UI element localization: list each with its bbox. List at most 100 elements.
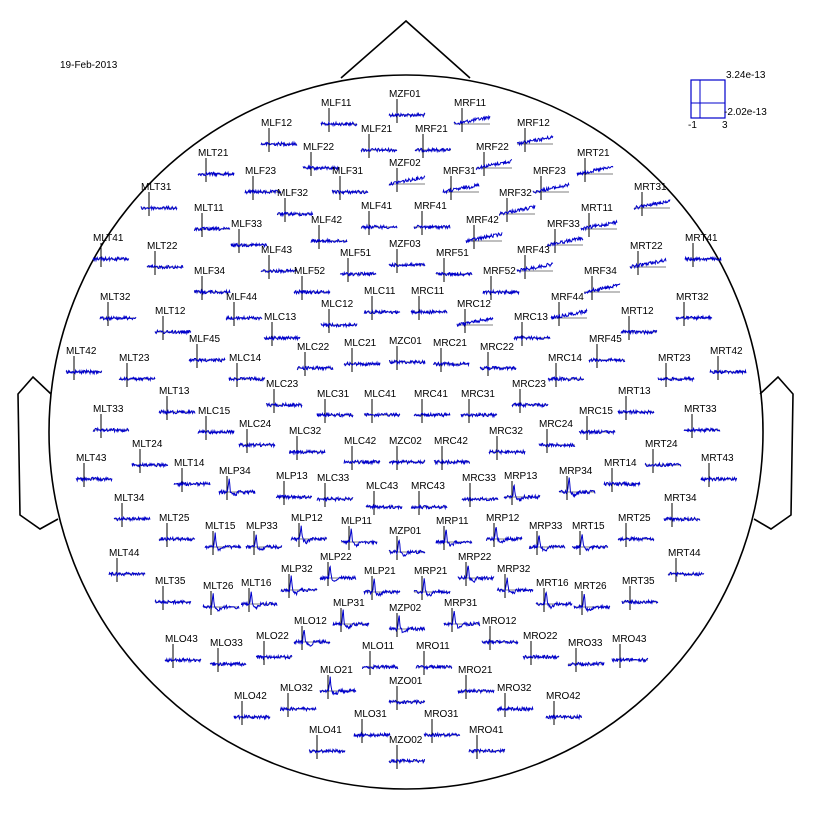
- channel-label: MLT16: [241, 578, 272, 589]
- channel-trace: [535, 591, 573, 610]
- channel-label: MLO11: [362, 641, 394, 652]
- channel-trace: [588, 357, 626, 364]
- channel-trace: [700, 475, 738, 483]
- channel-trace: [388, 261, 426, 268]
- channel-mrc24: MRC24: [538, 419, 576, 453]
- channel-label: MRO43: [612, 634, 647, 645]
- channel-label: MRC12: [457, 299, 491, 310]
- channel-trace: [158, 408, 196, 416]
- channel-mlf23: MLF23: [244, 166, 282, 200]
- channel-trace: [339, 270, 377, 278]
- channel-trace: [293, 288, 331, 296]
- channel-mzc02: MZC02: [388, 436, 426, 470]
- channel-mzf02: MZF02: [388, 158, 426, 192]
- channel-label: MRP11: [436, 516, 469, 527]
- channel-trace: [276, 210, 314, 218]
- channel-trace: [453, 114, 491, 126]
- channel-trace: [154, 328, 192, 336]
- channel-mlp33: MLP33: [245, 521, 283, 555]
- channel-label: MLC23: [266, 379, 299, 390]
- channel-trace: [388, 539, 426, 557]
- channel-label: MRP32: [497, 564, 531, 575]
- channel-label: MRP12: [486, 513, 520, 524]
- channel-trace: [538, 441, 576, 449]
- channel-mrp11: MRP11: [435, 516, 473, 550]
- channel-label: MLT34: [114, 493, 145, 504]
- channel-trace: [435, 270, 473, 277]
- scale-x-start-label: -1: [688, 120, 697, 131]
- channel-label: MRF42: [466, 215, 499, 226]
- channel-trace: [516, 134, 554, 147]
- scale-x-end-label: 3: [722, 120, 728, 131]
- channel-mlc24: MLC24: [238, 419, 276, 453]
- channel-mlo41: MLO41: [308, 725, 346, 759]
- channel-mrc31: MRC31: [460, 389, 498, 423]
- channel-trace: [173, 480, 211, 488]
- channel-label: MRT16: [536, 578, 569, 589]
- channel-mrf23: MRF23: [532, 166, 570, 200]
- channel-mro12: MRO12: [481, 616, 519, 650]
- channel-label: MRF44: [551, 292, 584, 303]
- channel-mzp01: MZP01: [388, 526, 426, 560]
- channel-label: MLC22: [297, 342, 330, 353]
- channel-label: MLP12: [291, 513, 323, 524]
- channel-label: MLF21: [361, 124, 393, 135]
- channel-mlt23: MLT23: [118, 353, 156, 387]
- channel-mlf33: MLF33: [230, 219, 268, 253]
- channel-label: MLO33: [210, 638, 243, 649]
- channel-mlt11: MLT11: [193, 203, 231, 237]
- channel-mlt12: MLT12: [154, 306, 192, 340]
- channel-mrf34: MRF34: [584, 266, 621, 300]
- channel-mrf31: MRF31: [442, 166, 480, 200]
- channel-label: MLT32: [100, 292, 131, 303]
- channel-label: MLO12: [294, 616, 327, 627]
- channel-trace: [580, 219, 618, 232]
- channel-label: MZF01: [389, 89, 421, 100]
- nose-outline: [340, 19, 471, 79]
- channel-label: MRF41: [414, 201, 447, 212]
- channel-trace: [388, 111, 426, 119]
- channel-mrf45: MRF45: [588, 334, 626, 368]
- channel-label: MRC11: [411, 286, 445, 297]
- channel-label: MLT35: [155, 576, 186, 587]
- channel-trace: [485, 527, 523, 544]
- channel-label: MRT23: [658, 353, 691, 364]
- channel-trace: [233, 713, 271, 721]
- channel-label: MLP22: [320, 552, 352, 563]
- channel-label: MLT23: [119, 353, 150, 364]
- channel-trace: [360, 146, 398, 153]
- channel-label: MZO02: [389, 735, 423, 746]
- channel-trace: [363, 308, 401, 315]
- channel-label: MRF34: [584, 266, 617, 277]
- channel-mlo21: MLO21: [319, 665, 357, 699]
- channel-mlf12: MLF12: [260, 118, 298, 152]
- channel-label: MRO12: [482, 616, 517, 627]
- channel-label: MLC12: [321, 299, 354, 310]
- channel-trace: [584, 283, 621, 294]
- channel-traces: MZF01 MLF11 MRF11 MLF12 MLF21 MRF21 MRF12 MLT21…: [65, 89, 747, 769]
- channel-mlc12: MLC12: [320, 299, 358, 333]
- channel-mlf21: MLF21: [360, 124, 398, 158]
- channel-label: MZF03: [389, 239, 421, 250]
- channel-trace: [319, 565, 357, 582]
- channel-mrc22: MRC22: [479, 342, 517, 376]
- channel-trace: [528, 535, 566, 553]
- channel-label: MRT35: [622, 576, 655, 587]
- channel-trace: [456, 316, 494, 328]
- channel-trace: [460, 411, 498, 419]
- channel-label: MRT24: [645, 439, 678, 450]
- channel-label: MRF45: [589, 334, 622, 345]
- channel-mrt14: MRT14: [603, 458, 641, 492]
- channel-label: MZP02: [389, 603, 422, 614]
- channel-trace: [288, 448, 326, 456]
- channel-mrt22: MRT22: [629, 241, 667, 275]
- channel-mrc23: MRC23: [511, 379, 549, 413]
- channel-label: MRT41: [685, 233, 718, 244]
- channel-trace: [154, 599, 192, 606]
- channel-mlp34: MLP34: [218, 466, 256, 500]
- channel-trace: [461, 496, 499, 502]
- channel-trace: [332, 609, 370, 630]
- channel-mrf21: MRF21: [414, 124, 451, 158]
- channel-trace: [343, 360, 381, 368]
- date-label: 19-Feb-2013: [60, 60, 118, 71]
